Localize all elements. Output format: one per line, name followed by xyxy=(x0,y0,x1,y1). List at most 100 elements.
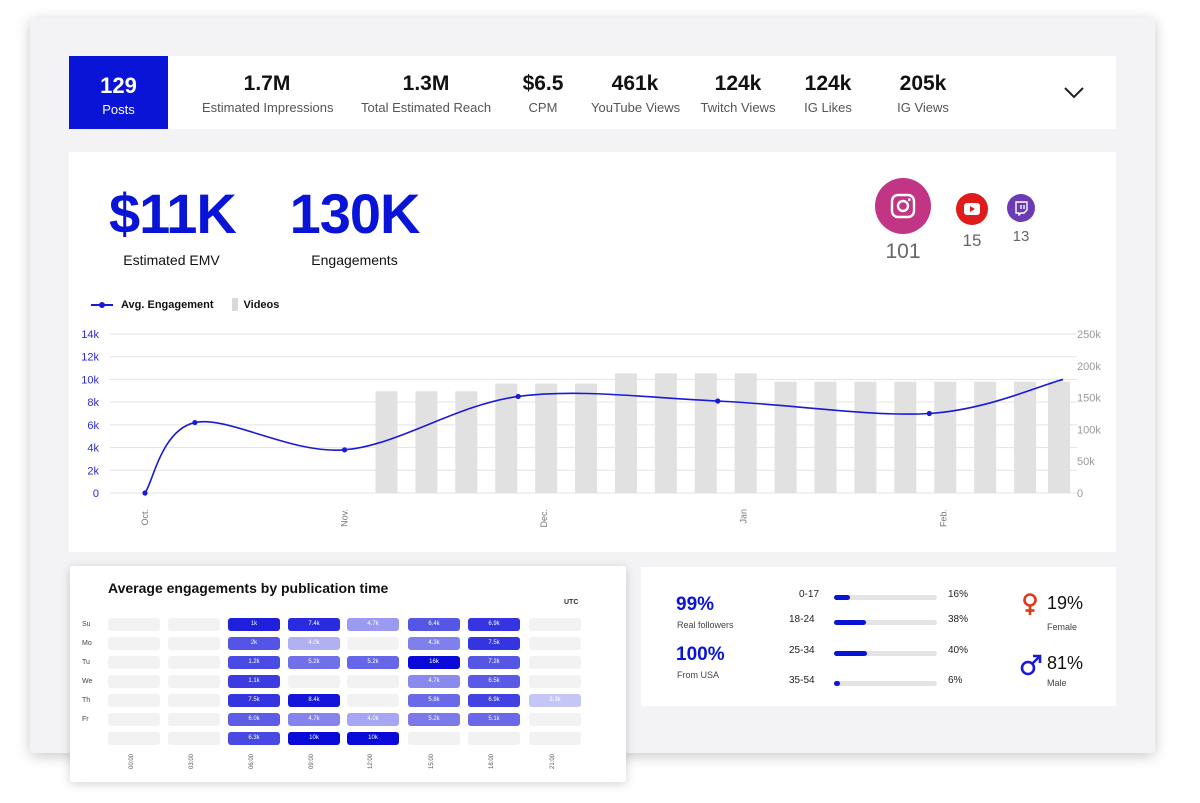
heatmap-cell xyxy=(347,675,399,688)
age-percentage: 38% xyxy=(948,614,969,625)
platform-twitch[interactable]: 13 xyxy=(1007,194,1035,245)
video-bar xyxy=(495,383,518,493)
stat-reach[interactable]: 1.3M Total Estimated Reach xyxy=(361,56,491,129)
heatmap-hour-label: 06:00 xyxy=(249,753,255,769)
engagements-value: 130K xyxy=(289,182,421,245)
age-bar-track xyxy=(834,595,937,600)
heatmap-cell[interactable]: 8.4k xyxy=(288,694,340,707)
heatmap-cell[interactable]: 10k xyxy=(347,732,399,745)
age-range-label: 25-34 xyxy=(789,645,815,656)
stat-value: 1.3M xyxy=(402,72,450,95)
heatmap-cell[interactable]: 4.0k xyxy=(347,713,399,726)
heatmap-cell xyxy=(168,732,220,745)
avg-engagement-point xyxy=(515,393,521,400)
posts-stat[interactable]: 129 Posts xyxy=(69,56,168,129)
audience-demographics: 99% Real followers 100% From USA 0-17 16%… xyxy=(641,567,1116,706)
stat-cpm[interactable]: $6.5 CPM xyxy=(513,56,573,129)
heatmap-cell[interactable]: 5.2k xyxy=(347,656,399,669)
heatmap-cell[interactable]: 4.7k xyxy=(347,618,399,631)
y-right-tick: 200k xyxy=(1077,361,1101,373)
y-left-tick: 12k xyxy=(81,352,99,364)
heatmap-cell[interactable]: 6.9k xyxy=(468,618,520,631)
heatmap-day-label: Th xyxy=(82,697,91,704)
age-range-label: 35-54 xyxy=(789,675,815,686)
heatmap-cell[interactable]: 1k xyxy=(228,618,280,631)
y-right-tick: 150k xyxy=(1077,393,1101,405)
avg-engagement-point xyxy=(926,410,932,417)
heatmap-cell[interactable]: 3.3k xyxy=(529,694,581,707)
heatmap-cell[interactable]: 6.4k xyxy=(408,618,460,631)
heatmap-cell[interactable]: 6.3k xyxy=(228,732,280,745)
heatmap-cell[interactable]: 5.2k xyxy=(408,713,460,726)
y-left-tick: 6k xyxy=(87,420,99,432)
heatmap-cell xyxy=(168,637,220,650)
stat-ig-views[interactable]: 205k IG Views xyxy=(886,56,960,129)
posts-count: 129 xyxy=(100,73,137,98)
stat-value: 461k xyxy=(611,72,659,95)
heatmap-cell[interactable]: 16k xyxy=(408,656,460,669)
stat-value: 124k xyxy=(714,72,762,95)
age-percentage: 6% xyxy=(948,675,963,686)
heatmap-day-label: We xyxy=(82,678,93,685)
heatmap-cell[interactable]: 4.3k xyxy=(408,637,460,650)
heatmap-cell[interactable]: 2k xyxy=(228,637,280,650)
video-bar xyxy=(934,381,957,493)
engagement-chart: 0 2k 4k 6k 8k 10k 12k 14k 0 50k 100k 150k 200k 250k Oc… xyxy=(81,329,1101,528)
heatmap-cell[interactable]: 6.9k xyxy=(468,694,520,707)
video-bar xyxy=(854,381,877,493)
heatmap-cell[interactable]: 4.7k xyxy=(408,675,460,688)
youtube-count: 15 xyxy=(962,231,982,250)
male-label: Male xyxy=(1047,678,1067,688)
stat-impressions[interactable]: 1.7M Estimated Impressions xyxy=(202,56,334,129)
platform-youtube[interactable]: 15 xyxy=(956,193,988,251)
heatmap-cell[interactable]: 5.1k xyxy=(468,713,520,726)
heatmap-cell[interactable]: 5.8k xyxy=(408,694,460,707)
avg-engagement-point xyxy=(341,447,348,453)
avg-engagement-swatch xyxy=(91,301,113,308)
avg-engagement-point xyxy=(192,419,198,426)
age-range-label: 18-24 xyxy=(789,614,815,625)
video-bar xyxy=(614,373,637,493)
stat-value: 1.7M xyxy=(243,72,291,95)
stat-twitch-views[interactable]: 124k Twitch Views xyxy=(698,56,778,129)
heatmap-cell xyxy=(529,656,581,669)
heatmap-cell[interactable]: 7.5k xyxy=(228,694,280,707)
heatmap-cell xyxy=(168,656,220,669)
chevron-down-icon[interactable] xyxy=(1062,82,1086,102)
stat-ig-likes[interactable]: 124k IG Likes xyxy=(796,56,860,129)
heatmap-cell[interactable]: 4.0k xyxy=(288,637,340,650)
avg-engagement-point xyxy=(715,398,721,404)
heatmap-cell[interactable]: 6.0k xyxy=(228,713,280,726)
heatmap-cell[interactable]: 7.4k xyxy=(288,618,340,631)
video-bar xyxy=(375,391,398,493)
usa-label: From USA xyxy=(677,670,720,680)
age-bar-fill xyxy=(834,595,851,600)
twitch-icon xyxy=(1007,194,1035,222)
stat-label: Twitch Views xyxy=(700,100,776,115)
heatmap-day-label: Mo xyxy=(82,640,92,647)
video-bar xyxy=(654,373,677,493)
heatmap-cell xyxy=(529,713,581,726)
heatmap-cell[interactable]: 7.5k xyxy=(468,637,520,650)
age-percentage: 40% xyxy=(948,645,969,656)
heatmap-cell[interactable]: 10k xyxy=(288,732,340,745)
stat-youtube-views[interactable]: 461k YouTube Views xyxy=(591,56,681,129)
heatmap-cell[interactable]: 5.2k xyxy=(288,656,340,669)
y-right-tick: 0 xyxy=(1077,488,1083,500)
twitch-count: 13 xyxy=(1012,228,1030,245)
heatmap-cell xyxy=(408,732,460,745)
stat-label: YouTube Views xyxy=(591,100,681,115)
heatmap-cell xyxy=(347,637,399,650)
heatmap-cell[interactable]: 1.2k xyxy=(228,656,280,669)
heatmap-cell[interactable]: 6.5k xyxy=(468,675,520,688)
heatmap-cell[interactable]: 1.1k xyxy=(228,675,280,688)
platform-instagram[interactable]: 101 xyxy=(875,178,931,264)
female-value: 19% xyxy=(1047,593,1084,613)
heatmap-cell xyxy=(168,618,220,631)
heatmap-cell[interactable]: 7.2k xyxy=(468,656,520,669)
heatmap-cell[interactable]: 4.7k xyxy=(288,713,340,726)
stats-bar: 129 Posts 1.7M Estimated Impressions 1.3… xyxy=(69,56,1116,129)
heatmap-cell xyxy=(529,618,581,631)
heatmap-hour-label: 21:00 xyxy=(550,753,556,769)
chart-legend: Avg. Engagement Videos xyxy=(91,298,279,311)
